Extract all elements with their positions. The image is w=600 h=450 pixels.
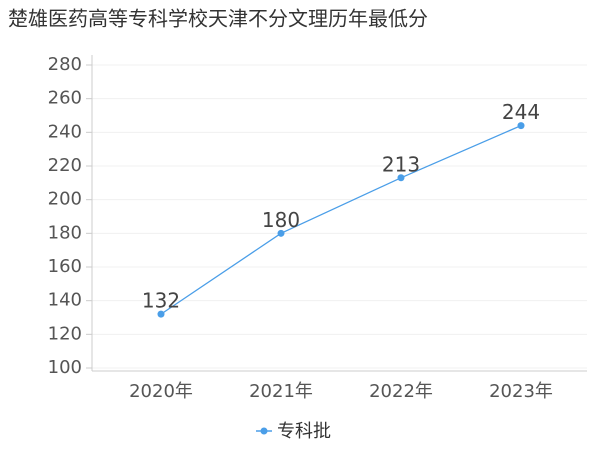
y-tick-label: 100 — [48, 357, 82, 378]
y-tick-label: 180 — [48, 222, 82, 243]
y-tick-label: 240 — [48, 121, 82, 142]
legend-label: 专科批 — [277, 421, 331, 442]
data-label: 244 — [502, 100, 540, 124]
data-point — [277, 229, 285, 237]
y-tick-label: 160 — [48, 256, 82, 277]
legend-marker — [260, 427, 268, 435]
data-point — [397, 174, 405, 182]
data-label: 180 — [262, 208, 300, 232]
chart-title: 楚雄医药高等专科学校天津不分文理历年最低分 — [8, 7, 428, 31]
data-label: 213 — [382, 152, 420, 176]
data-label: 132 — [142, 289, 180, 313]
y-tick-label: 120 — [48, 323, 82, 344]
x-tick-label: 2021年 — [249, 381, 313, 402]
x-tick-label: 2020年 — [129, 381, 193, 402]
y-tick-label: 200 — [48, 189, 82, 210]
y-tick-label: 260 — [48, 88, 82, 109]
x-tick-label: 2023年 — [489, 381, 553, 402]
data-point — [517, 122, 525, 130]
y-tick-label: 140 — [48, 290, 82, 311]
y-tick-label: 220 — [48, 155, 82, 176]
x-tick-label: 2022年 — [369, 381, 433, 402]
series-line — [160, 125, 522, 315]
y-tick-label: 280 — [48, 54, 82, 75]
data-point — [157, 310, 165, 318]
